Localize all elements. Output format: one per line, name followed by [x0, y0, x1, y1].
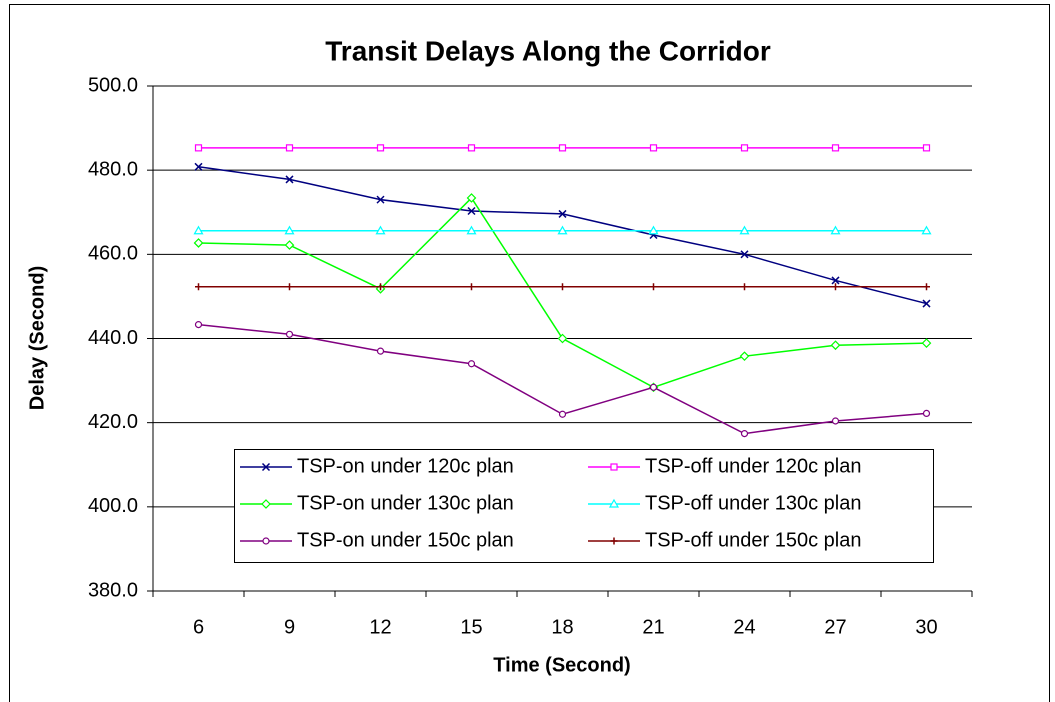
marker — [831, 276, 840, 285]
marker — [466, 225, 477, 235]
y-tick-label: 480.0 — [88, 158, 138, 180]
marker — [923, 283, 930, 291]
marker — [558, 410, 567, 418]
x-tick-label: 15 — [460, 616, 482, 638]
legend-label: TSP-off under 150c plan — [645, 529, 861, 551]
marker — [739, 351, 750, 362]
marker — [193, 238, 204, 248]
x-tick-label: 24 — [733, 616, 755, 638]
legend-label: TSP-off under 130c plan — [645, 492, 861, 514]
marker — [559, 283, 566, 291]
marker — [468, 283, 475, 291]
marker — [376, 347, 385, 355]
legend-label: TSP-on under 130c plan — [297, 492, 514, 514]
marker — [285, 175, 294, 184]
marker — [650, 283, 657, 291]
legend — [234, 449, 934, 563]
marker — [740, 430, 749, 438]
x-tick-label: 9 — [284, 616, 295, 638]
legend-label: TSP-on under 150c plan — [297, 529, 514, 551]
y-tick-label: 380.0 — [88, 579, 138, 601]
marker — [608, 498, 620, 508]
x-tick-label: 6 — [193, 616, 204, 638]
marker — [467, 206, 476, 216]
legend-label: TSP-on under 120c plan — [297, 455, 514, 477]
x-tick-label: 21 — [642, 616, 664, 638]
marker — [649, 144, 658, 152]
marker — [830, 225, 841, 235]
marker — [284, 240, 295, 250]
marker — [195, 283, 202, 291]
marker — [921, 225, 932, 235]
marker — [376, 195, 385, 204]
marker — [375, 225, 386, 235]
marker — [922, 299, 931, 308]
y-tick-label: 500.0 — [88, 74, 138, 96]
marker — [558, 144, 567, 152]
y-tick-label: 440.0 — [88, 327, 138, 349]
marker — [261, 462, 271, 472]
marker — [193, 225, 204, 235]
marker — [284, 225, 295, 235]
chart-title: Transit Delays Along the Corridor — [325, 35, 771, 66]
marker — [557, 225, 568, 235]
x-tick-label: 12 — [369, 616, 391, 638]
marker — [377, 283, 384, 291]
marker — [194, 162, 203, 171]
marker — [649, 383, 658, 391]
chart-frame — [9, 4, 1050, 702]
marker — [558, 209, 567, 218]
x-tick-label: 18 — [551, 616, 573, 638]
marker — [740, 144, 749, 152]
marker — [557, 333, 568, 344]
y-tick-label: 400.0 — [88, 495, 138, 517]
marker — [648, 225, 659, 235]
y-tick-label: 460.0 — [88, 243, 138, 265]
y-axis-label: Delay (Second) — [26, 266, 48, 410]
marker — [922, 409, 931, 418]
legend-label: TSP-off under 120c plan — [645, 455, 861, 477]
marker — [467, 360, 476, 368]
marker — [830, 340, 841, 351]
x-tick-label: 27 — [824, 616, 846, 638]
marker — [194, 321, 203, 329]
marker — [286, 283, 293, 291]
marker — [285, 144, 294, 152]
marker — [832, 283, 839, 291]
marker — [740, 250, 749, 259]
marker — [194, 144, 203, 152]
x-axis-label: Time (Second) — [493, 654, 630, 676]
marker — [610, 463, 618, 471]
x-tick-label: 30 — [915, 616, 937, 638]
marker — [922, 144, 931, 152]
marker — [285, 330, 294, 338]
marker — [831, 417, 840, 425]
marker — [831, 144, 840, 152]
marker — [376, 144, 385, 152]
marker — [741, 283, 748, 291]
marker — [261, 499, 271, 509]
marker — [610, 537, 618, 545]
marker — [467, 144, 476, 152]
marker — [262, 537, 270, 545]
y-tick-label: 420.0 — [88, 411, 138, 433]
marker — [921, 338, 932, 348]
marker — [466, 193, 477, 203]
marker — [739, 225, 750, 235]
